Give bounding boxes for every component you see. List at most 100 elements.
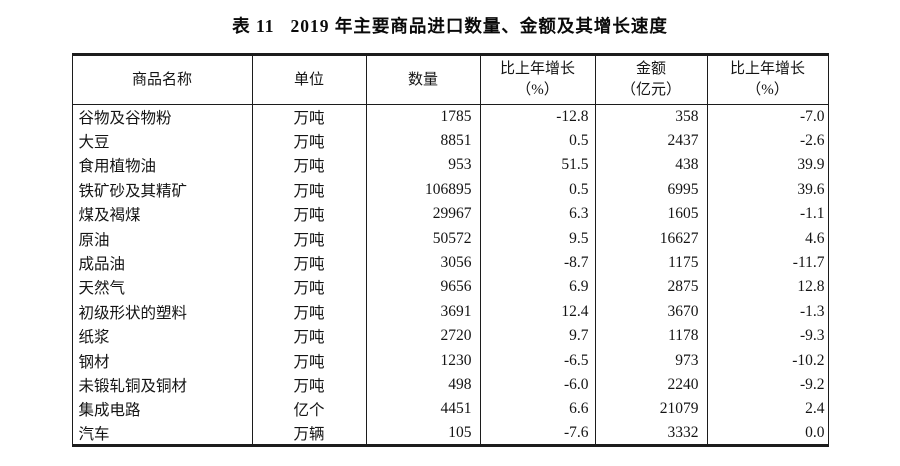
cell-quantity: 1785	[365, 104, 480, 129]
cell-quantity-growth: 6.9	[479, 275, 595, 300]
cell-amount-growth: -2.6	[706, 128, 828, 154]
column-header-quantity-growth: 比上年增长 （%）	[479, 54, 595, 105]
cell-quantity-growth: -6.0	[479, 372, 595, 398]
cell-amount: 3670	[594, 299, 707, 325]
table-row: 天然气 万吨 9656 6.9 2875 12.8	[72, 275, 828, 300]
table-row: 汽车 万辆 105 -7.6 3332 0.0	[72, 421, 828, 446]
cell-quantity-growth: 12.4	[479, 299, 595, 325]
header-line1: 数量	[407, 71, 438, 88]
table-title: 表 11 2019 年主要商品进口数量、金额及其增长速度	[0, 0, 900, 38]
cell-quantity-growth: 0.5	[479, 128, 595, 154]
cell-amount: 2437	[594, 128, 707, 154]
cell-quantity-growth: 6.3	[479, 202, 595, 227]
cell-unit: 万吨	[251, 372, 366, 398]
table-row: 谷物及谷物粉 万吨 1785 -12.8 358 -7.0	[72, 104, 828, 129]
cell-quantity-growth: -8.7	[479, 250, 595, 276]
cell-quantity: 105	[365, 421, 480, 446]
cell-amount: 16627	[594, 226, 707, 251]
cell-unit: 万吨	[251, 177, 366, 203]
cell-name: 大豆	[78, 134, 110, 152]
cell-quantity: 3691	[365, 299, 480, 325]
cell-name: 初级形状的塑料	[78, 304, 188, 322]
cell-amount-growth: -9.3	[706, 324, 828, 349]
table-row: 未锻轧铜及铜材 万吨 498 -6.0 2240 -9.2	[72, 372, 828, 398]
cell-amount-growth: -10.2	[706, 348, 828, 373]
table-body: 谷物及谷物粉 万吨 1785 -12.8 358 -7.0 大豆 万吨 8851 0.5 2437-…	[72, 104, 828, 446]
cell-quantity-growth: 51.5	[479, 153, 595, 178]
cell-unit: 万吨	[251, 299, 366, 325]
cell-name: 成品油	[78, 256, 126, 274]
cell-quantity: 106895	[365, 177, 480, 203]
column-header-commodity-name: 商品名称	[72, 54, 252, 105]
cell-quantity: 3056	[365, 250, 480, 276]
header-line2: （亿元）	[620, 82, 681, 98]
table-row: 食用植物油 万吨 953 51.5 438 39.9	[72, 153, 828, 178]
table-row: 大豆 万吨 8851 0.5 2437 -2.6	[72, 128, 828, 154]
column-header-amount: 金额 （亿元）	[594, 54, 707, 105]
table-row: 集成电路 亿个 4451 6.6 21079 2.4	[72, 397, 828, 422]
table-row: 成品油 万吨 3056 -8.7 1175 -11.7	[72, 250, 828, 276]
cell-quantity: 9656	[365, 275, 480, 300]
column-header-unit: 单位	[251, 54, 366, 105]
header-line2: （%）	[746, 82, 789, 98]
cell-quantity-growth: -7.6	[479, 421, 595, 446]
cell-amount-growth: 39.6	[706, 177, 828, 203]
cell-quantity: 4451	[365, 397, 480, 422]
cell-name: 汽车	[78, 426, 110, 444]
cell-quantity-growth: -6.5	[479, 348, 595, 373]
cell-unit: 亿个	[251, 397, 366, 422]
cell-name: 天然气	[78, 280, 126, 298]
cell-quantity-growth: 9.7	[479, 324, 595, 349]
cell-amount-growth: 4.6	[706, 226, 828, 251]
cell-name: 未锻轧铜及铜材	[78, 377, 188, 395]
cell-amount: 1175	[594, 250, 707, 276]
cell-unit: 万吨	[251, 324, 366, 349]
cell-unit: 万吨	[251, 275, 366, 300]
cell-name: 食用植物油	[78, 158, 157, 176]
cell-amount: 973	[594, 348, 707, 373]
table-row: 钢材 万吨 1230 -6.5 973 -10.2	[72, 348, 828, 373]
cell-amount: 6995	[594, 177, 707, 203]
cell-amount-growth: -11.7	[706, 250, 828, 276]
table-row: 铁矿砂及其精矿 万吨 106895 0.5 6995 39.6	[72, 177, 828, 203]
cell-unit: 万吨	[251, 348, 366, 373]
cell-amount-growth: 39.9	[706, 153, 828, 178]
cell-quantity: 953	[365, 153, 480, 178]
column-header-amount-growth: 比上年增长 （%）	[706, 54, 828, 105]
table-row: 初级形状的塑料 万吨 3691 12.4 3670 -1.3	[72, 299, 828, 325]
cell-amount: 438	[594, 153, 707, 178]
cell-amount-growth: -9.2	[706, 372, 828, 398]
cell-quantity-growth: -12.8	[479, 104, 595, 129]
cell-quantity: 8851	[365, 128, 480, 154]
cell-name: 原油	[78, 231, 110, 249]
cell-unit: 万吨	[251, 226, 366, 251]
cell-unit: 万辆	[251, 421, 366, 446]
header-line1: 金额	[635, 61, 666, 77]
cell-unit: 万吨	[251, 250, 366, 276]
cell-name: 钢材	[78, 353, 110, 371]
cell-amount-growth: -1.1	[706, 202, 828, 227]
table-title-text: 2019 年主要商品进口数量、金额及其增长速度	[290, 16, 668, 36]
header-row: 商品名称 单位 数量 比上年增长 （%） 金额 （亿元） 比上年增长	[72, 54, 828, 105]
table-row: 煤及褐煤 万吨 29967 6.3 1605 -1.1	[72, 202, 828, 227]
cell-amount: 1605	[594, 202, 707, 227]
header-line1: 商品名称	[131, 71, 192, 88]
header-line1: 单位	[293, 71, 324, 88]
cell-amount-growth: -1.3	[706, 299, 828, 325]
cell-quantity-growth: 6.6	[479, 397, 595, 422]
table-row: 纸浆 万吨 2720 9.7 1178 -9.3	[72, 324, 828, 349]
cell-name: 集成电路	[78, 402, 141, 420]
import-commodities-table: 商品名称 单位 数量 比上年增长 （%） 金额 （亿元） 比上年增长	[71, 53, 829, 448]
cell-amount-growth: 12.8	[706, 275, 828, 300]
cell-amount-growth: -7.0	[706, 104, 828, 129]
cell-amount: 21079	[594, 397, 707, 422]
table-number-label: 表 11	[232, 16, 275, 36]
cell-quantity: 50572	[365, 226, 480, 251]
cell-amount-growth: 2.4	[706, 397, 828, 422]
header-line2: （%）	[516, 82, 559, 98]
cell-quantity: 29967	[365, 202, 480, 227]
cell-quantity: 1230	[365, 348, 480, 373]
cell-quantity: 2720	[365, 324, 480, 349]
cell-name: 纸浆	[78, 329, 110, 347]
